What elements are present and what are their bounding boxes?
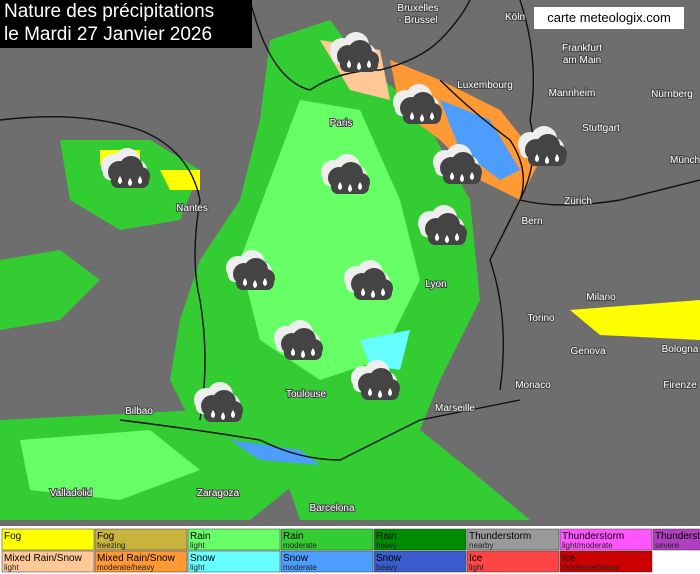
city-label: Marseille — [435, 403, 475, 414]
legend-sub: moderate/heavy — [562, 563, 619, 572]
legend-swatch — [280, 528, 374, 551]
legend-sub: light — [190, 563, 205, 572]
legend-swatch — [280, 550, 374, 573]
legend-sub: heavy — [376, 541, 397, 550]
legend-name: Fog — [4, 531, 21, 542]
legend-name: Mixed Rain/Snow — [97, 553, 176, 564]
city-label: Mannheim — [549, 88, 596, 99]
legend-name: Rain — [190, 531, 211, 542]
city-label: Toulouse — [286, 389, 326, 400]
title-line: Nature des précipitations — [4, 1, 214, 22]
city-label: - Brussel — [398, 15, 437, 26]
legend-swatch — [652, 528, 700, 551]
legend-swatch — [373, 550, 467, 573]
city-label: Torino — [527, 313, 555, 324]
title-line: le Mardi 27 Janvier 2026 — [4, 24, 212, 45]
legend-name: Rain — [376, 531, 397, 542]
legend-swatch — [94, 550, 188, 573]
brand-box — [534, 7, 684, 29]
legend-sub: light — [469, 563, 484, 572]
city-label: am Main — [563, 55, 601, 66]
legend-sub: moderate — [283, 563, 317, 572]
city-label: Zürich — [564, 196, 592, 207]
legend-swatch — [1, 528, 95, 551]
city-label: Zaragoza — [197, 488, 240, 499]
legend-swatch — [559, 550, 653, 573]
legend-name: Ice — [469, 553, 483, 564]
legend-sub: nearby — [469, 541, 493, 550]
brand: carte meteologix.com — [547, 10, 671, 25]
legend-swatch — [373, 528, 467, 551]
legend-swatch — [187, 528, 281, 551]
city-label: Bilbao — [125, 406, 153, 417]
legend-sub: moderate — [283, 541, 317, 550]
city-label: Barcelona — [309, 503, 354, 514]
legend-name: Rain — [283, 531, 304, 542]
city-label: Stuttgart — [582, 123, 620, 134]
city-label: Bern — [521, 216, 542, 227]
legend-sub: freezing — [97, 541, 125, 550]
legend-name: Thunderstorm — [469, 531, 531, 542]
legend-sub: light — [190, 541, 205, 550]
city-label: Köln — [505, 12, 525, 23]
legend-sub: moderate/heavy — [97, 563, 154, 572]
city-label: Nantes — [176, 203, 208, 214]
title-box — [0, 0, 252, 48]
city-label: Lyon — [425, 279, 446, 290]
legend-sub: light — [4, 563, 19, 572]
legend-name: Thunderstorm — [655, 531, 700, 542]
city-label: Frankfurt — [562, 43, 602, 54]
legend-swatch — [559, 528, 653, 551]
city-label: Bruxelles — [397, 3, 438, 14]
legend-name: Snow — [190, 553, 216, 564]
city-label: Paris — [330, 118, 353, 129]
legend-swatch — [94, 528, 188, 551]
legend-swatch — [466, 528, 560, 551]
legend-swatch — [1, 550, 95, 573]
legend-sub: severe — [655, 541, 680, 550]
city-label: Münch — [670, 155, 700, 166]
legend-name: Snow — [283, 553, 309, 564]
legend-swatch — [466, 550, 560, 573]
city-label: Firenze — [663, 380, 697, 391]
legend-sub: light/moderate — [562, 541, 613, 550]
city-label: Valladolid — [50, 488, 93, 499]
city-label: Genova — [570, 346, 605, 357]
borders — [0, 0, 700, 461]
city-label: Milano — [586, 292, 616, 303]
legend-name: Snow — [376, 553, 402, 564]
legend-name: Mixed Rain/Snow — [4, 553, 83, 564]
city-label: Bologna — [662, 344, 699, 355]
legend-sub: heavy — [376, 563, 397, 572]
city-label: Nürnberg — [651, 89, 693, 100]
city-label: Monaco — [515, 380, 551, 391]
legend-swatch — [187, 550, 281, 573]
legend-name: Ice — [562, 553, 576, 564]
legend-name: Fog — [97, 531, 114, 542]
city-label: Luxembourg — [457, 80, 513, 91]
legend-name: Thunderstorm — [562, 531, 624, 542]
